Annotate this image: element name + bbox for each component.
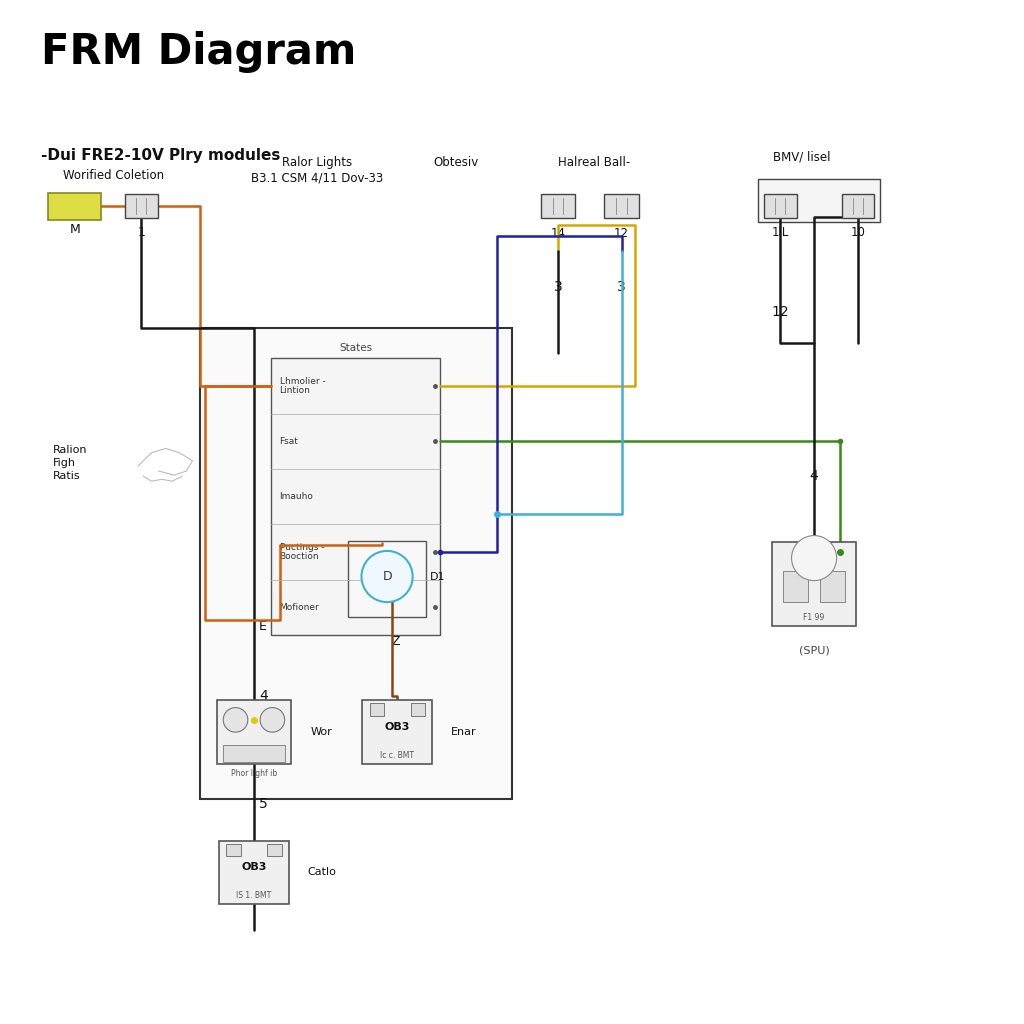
FancyBboxPatch shape [764,194,797,218]
Text: 4: 4 [810,469,818,483]
Text: FRM Diagram: FRM Diagram [41,31,356,73]
Bar [223,745,285,762]
Text: Lhmolier -
Lintion: Lhmolier - Lintion [280,377,326,395]
FancyBboxPatch shape [758,179,880,222]
Bar [362,700,432,764]
Text: Wor: Wor [310,727,332,737]
Bar [820,571,845,602]
Text: States: States [339,343,373,353]
Text: OB3: OB3 [242,862,266,872]
Text: F1 99: F1 99 [804,613,824,622]
Text: 12: 12 [771,305,790,319]
Text: Ralor Lights: Ralor Lights [283,156,352,169]
Text: E: E [259,620,267,633]
Text: (SPU): (SPU) [799,645,829,655]
Text: 10: 10 [851,226,865,240]
FancyBboxPatch shape [48,193,101,220]
Circle shape [260,708,285,732]
Bar [200,328,512,799]
Text: Puctings -
Booction: Puctings - Booction [280,543,324,561]
Text: 3: 3 [617,280,626,294]
Text: OB3: OB3 [385,722,410,732]
Text: IS 1. BMT: IS 1. BMT [237,892,271,900]
Text: 1lL: 1lL [772,226,788,240]
Text: Obtesiv: Obtesiv [433,156,478,169]
Text: Z: Z [391,635,399,648]
Bar [348,541,426,617]
Text: 12: 12 [614,227,629,241]
FancyBboxPatch shape [541,194,575,218]
Text: E0.0: E0.0 [63,202,86,210]
Text: 3: 3 [554,280,562,294]
Text: -Dui FRE2-10V Plry modules: -Dui FRE2-10V Plry modules [41,148,281,164]
Text: 5: 5 [259,797,268,811]
Bar [772,542,856,626]
Bar [370,703,384,716]
FancyBboxPatch shape [842,194,874,218]
FancyBboxPatch shape [604,194,639,218]
Bar [217,700,291,764]
Text: Mofioner: Mofioner [280,603,319,611]
Text: BMV/ lisel: BMV/ lisel [773,151,830,164]
Circle shape [792,536,837,581]
Text: 1: 1 [137,226,145,240]
Text: Imauho: Imauho [280,493,313,501]
Text: D1: D1 [430,571,445,582]
Bar [411,703,425,716]
Bar [219,841,289,904]
Bar [783,571,808,602]
Bar [226,844,241,856]
Circle shape [361,551,413,602]
FancyBboxPatch shape [125,194,158,218]
Text: Halreal Ball-: Halreal Ball- [558,156,631,169]
Text: Catlo: Catlo [307,867,336,878]
Text: Fsat: Fsat [280,437,298,445]
Text: D: D [382,570,392,583]
Text: lc c. BMT: lc c. BMT [380,752,415,760]
Circle shape [223,708,248,732]
Text: M: M [70,223,80,237]
Text: Ralion
Figh
Ratis: Ralion Figh Ratis [53,444,88,481]
Text: Phor lighf ib: Phor lighf ib [230,769,278,778]
Text: 14: 14 [551,227,565,241]
Text: Worified Coletion: Worified Coletion [63,169,165,182]
Bar [267,844,282,856]
Text: 4: 4 [259,689,268,703]
Text: B3.1 CSM 4/11 Dov-33: B3.1 CSM 4/11 Dov-33 [251,171,384,184]
Text: Enar: Enar [451,727,476,737]
Bar [271,358,440,635]
